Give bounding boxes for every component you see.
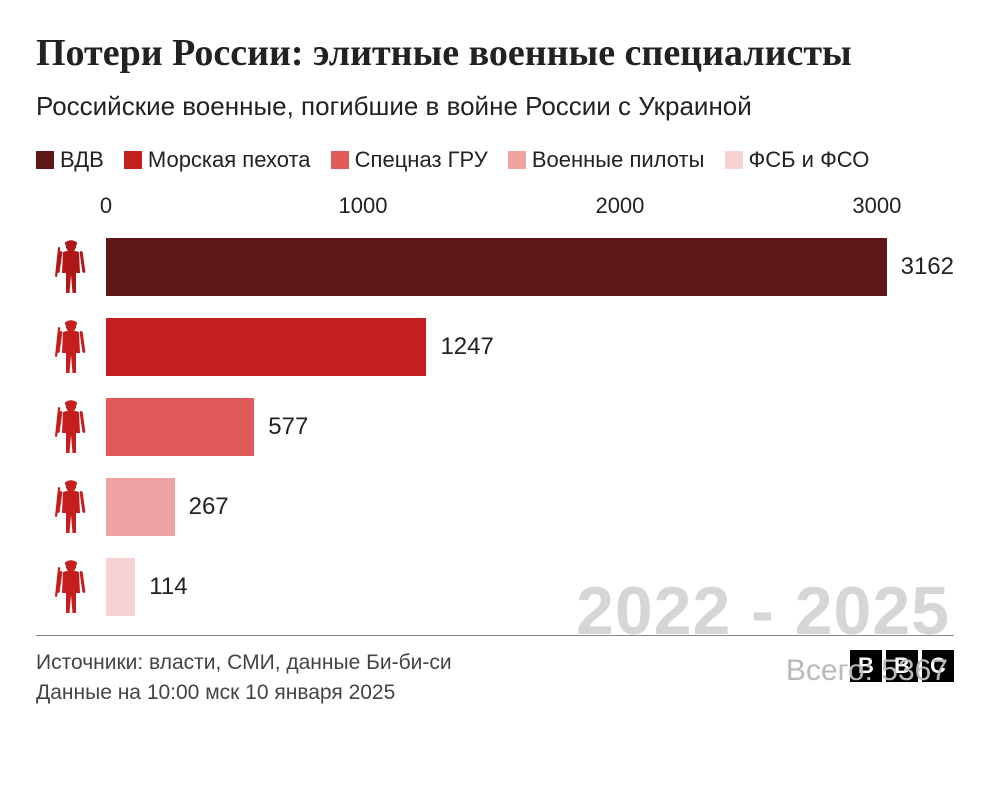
bar	[106, 398, 254, 456]
x-axis: 0 1000 2000 3000	[36, 191, 954, 221]
bbc-logo: BBC	[850, 650, 954, 682]
chart-legend: ВДВ Морская пехота Спецназ ГРУ Военные п…	[36, 141, 954, 180]
footer-asof: Данные на 10:00 мск 10 января 2025	[36, 678, 452, 708]
chart-subtitle: Российские военные, погибшие в войне Рос…	[36, 90, 954, 124]
legend-label: Морская пехота	[148, 141, 311, 178]
soldier-icon	[36, 239, 106, 295]
legend-swatch	[725, 151, 743, 169]
chart-title: Потери России: элитные военные специалис…	[36, 32, 954, 76]
chart-footer: Источники: власти, СМИ, данные Би-би-си …	[36, 648, 954, 709]
legend-item: Военные пилоты	[508, 141, 705, 178]
soldier-icon	[36, 479, 106, 535]
bar-row: 114	[36, 547, 954, 627]
bar-cell: 267	[106, 467, 954, 547]
legend-item: Спецназ ГРУ	[331, 141, 488, 178]
legend-swatch	[36, 151, 54, 169]
bar-row: 577	[36, 387, 954, 467]
bar-row: 3162	[36, 227, 954, 307]
bar	[106, 558, 135, 616]
bar	[106, 238, 887, 296]
axis-tick: 0	[100, 193, 112, 219]
legend-item: ВДВ	[36, 141, 104, 178]
bar-row: 267	[36, 467, 954, 547]
soldier-icon	[36, 559, 106, 615]
axis-tick: 1000	[338, 193, 387, 219]
axis-tick: 2000	[595, 193, 644, 219]
bbc-logo-block: C	[922, 650, 954, 682]
bar-value-label: 267	[189, 493, 229, 521]
legend-item: ФСБ и ФСО	[725, 141, 870, 178]
bar-value-label: 114	[149, 573, 187, 601]
legend-swatch	[124, 151, 142, 169]
chart-area: 0 1000 2000 3000 3162 1247 577	[36, 191, 954, 627]
bbc-logo-block: B	[850, 650, 882, 682]
bar-cell: 577	[106, 387, 954, 467]
footer-rule	[36, 635, 954, 636]
legend-swatch	[331, 151, 349, 169]
legend-label: Спецназ ГРУ	[355, 141, 488, 178]
bar-row: 1247	[36, 307, 954, 387]
bar	[106, 478, 175, 536]
legend-swatch	[508, 151, 526, 169]
bar-cell: 3162	[106, 227, 954, 307]
bar-value-label: 1247	[440, 333, 493, 361]
bar	[106, 318, 426, 376]
soldier-icon	[36, 319, 106, 375]
soldier-icon	[36, 399, 106, 455]
bar-value-label: 577	[268, 413, 308, 441]
bbc-logo-block: B	[886, 650, 918, 682]
bar-value-label: 3162	[901, 253, 954, 281]
bar-cell: 1247	[106, 307, 954, 387]
legend-label: Военные пилоты	[532, 141, 705, 178]
bars-container: 3162 1247 577 267	[36, 227, 954, 627]
footer-sources: Источники: власти, СМИ, данные Би-би-си	[36, 648, 452, 678]
legend-item: Морская пехота	[124, 141, 311, 178]
axis-tick: 3000	[852, 193, 901, 219]
bar-cell: 114	[106, 547, 954, 627]
legend-label: ФСБ и ФСО	[749, 141, 870, 178]
legend-label: ВДВ	[60, 141, 104, 178]
